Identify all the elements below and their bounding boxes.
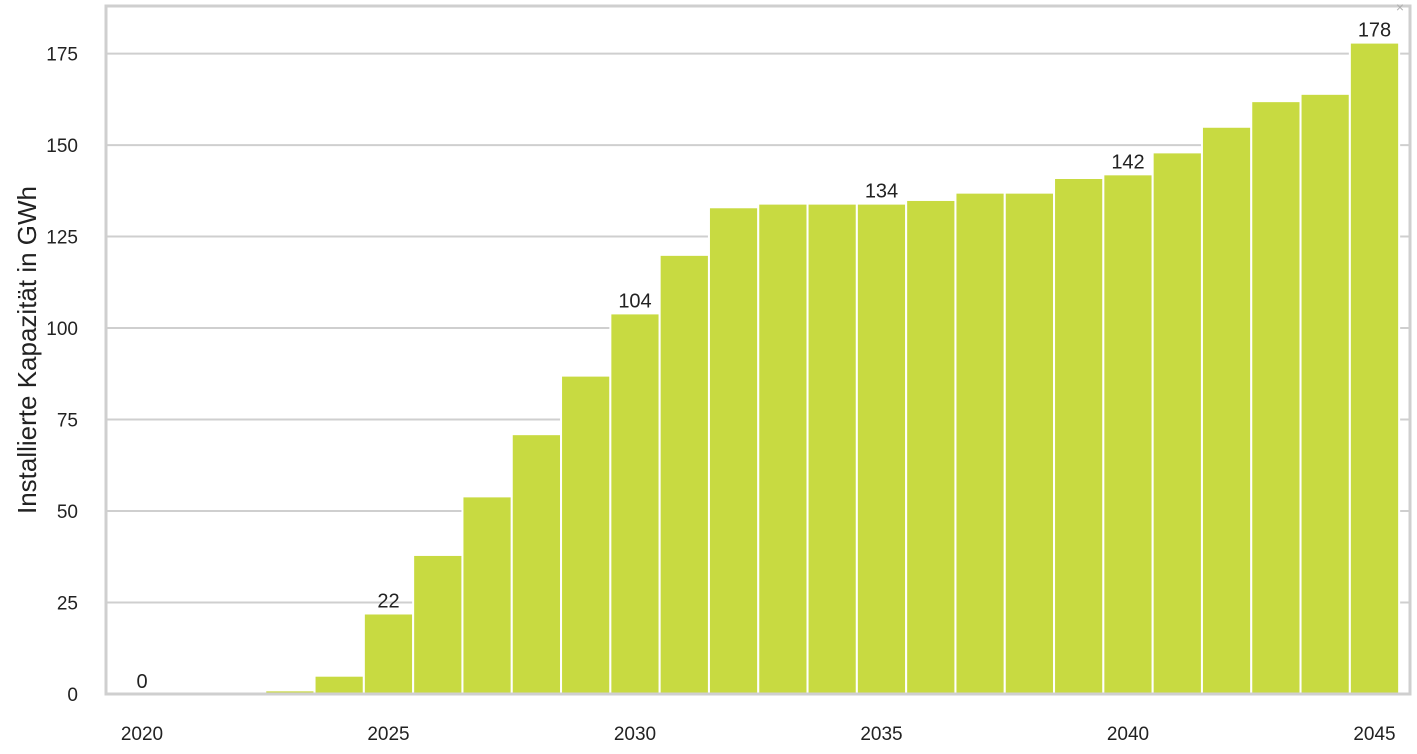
x-tick-label: 2025 — [367, 724, 409, 745]
bar-2044 — [1299, 92, 1351, 696]
y-axis-label: Installierte Kapazität in GWh — [12, 186, 42, 514]
data-label-2040: 142 — [1111, 151, 1144, 173]
bar-2040 — [1102, 173, 1154, 695]
data-label-2025: 22 — [377, 590, 399, 612]
bar-2028 — [510, 433, 563, 695]
data-labels: 0 22 104 134 142 178 — [136, 20, 1391, 693]
y-tick-label: 25 — [57, 594, 78, 615]
bar-2039 — [1053, 177, 1105, 695]
bar-2038 — [1003, 191, 1056, 695]
x-tick-label: 2035 — [860, 724, 902, 745]
bar-2036 — [905, 198, 957, 695]
data-label-2035: 134 — [865, 181, 898, 203]
bar-2041 — [1151, 151, 1203, 695]
x-axis-ticks: 2020 2025 2030 2035 2040 2045 — [121, 724, 1396, 745]
bars — [264, 41, 1401, 696]
bar-2042 — [1200, 125, 1253, 696]
bar-2025 — [362, 612, 415, 696]
y-axis-ticks: 0 25 50 75 100 125 150 175 — [46, 45, 78, 706]
data-label-2020: 0 — [136, 671, 147, 693]
bar-2030 — [609, 312, 661, 695]
bar-2045 — [1348, 41, 1401, 695]
y-tick-label: 150 — [46, 136, 78, 157]
y-tick-label: 175 — [46, 45, 78, 66]
bar-2029 — [560, 374, 612, 695]
y-tick-label: 100 — [46, 319, 78, 340]
plot-frame — [104, 4, 1412, 696]
bar-2026 — [412, 553, 464, 695]
bar-2043 — [1250, 100, 1302, 696]
x-tick-label: 2020 — [121, 724, 163, 745]
bar-2034 — [806, 202, 858, 695]
data-label-2030: 104 — [618, 290, 651, 312]
x-tick-label: 2030 — [614, 724, 656, 745]
bar-2037 — [954, 191, 1006, 695]
bar-2031 — [658, 253, 710, 695]
close-icon[interactable]: × — [1396, 0, 1404, 15]
y-tick-label: 0 — [67, 685, 78, 706]
x-tick-label: 2045 — [1353, 724, 1395, 745]
data-label-2045: 178 — [1358, 20, 1391, 42]
bar-2032 — [707, 206, 760, 696]
bar-2035 — [855, 202, 908, 695]
y-tick-label: 125 — [46, 228, 78, 249]
bar-2027 — [461, 495, 513, 695]
y-tick-label: 50 — [57, 502, 78, 523]
bar-2024 — [313, 674, 365, 696]
bar-2033 — [757, 202, 809, 695]
x-tick-label: 2040 — [1107, 724, 1149, 745]
y-tick-label: 75 — [57, 411, 78, 432]
